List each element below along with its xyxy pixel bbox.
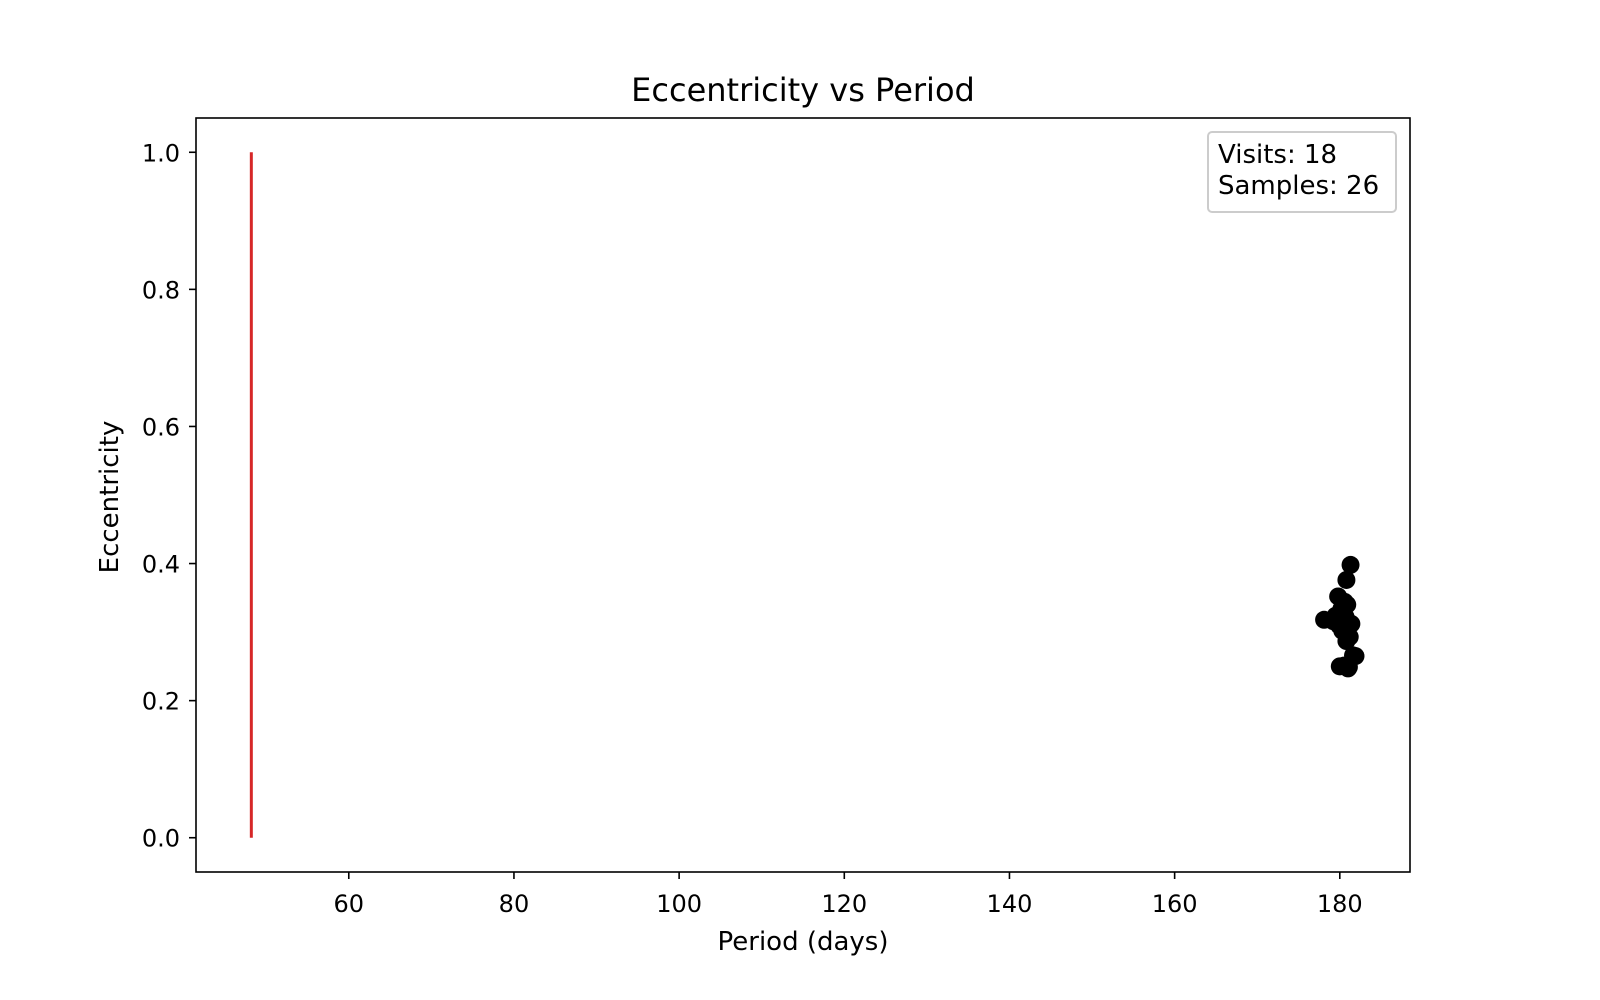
x-tick-label: 160 [1152,890,1198,918]
visits-count-label: Visits: 18 [1218,140,1337,170]
y-tick-label: 0.0 [142,825,180,853]
chart-title: Eccentricity vs Period [631,71,975,109]
y-axis-label: Eccentricity [95,421,125,574]
x-tick-label: 140 [987,890,1033,918]
scatter-point [1337,570,1356,589]
x-axis-label: Period (days) [718,927,889,957]
x-tick-label: 60 [334,890,365,918]
y-axis: 0.0 0.2 0.4 0.6 0.8 1.0 [142,139,196,853]
y-tick-label: 0.6 [142,413,180,441]
plot-frame [195,117,1411,873]
plot-area [249,152,1365,838]
x-axis: 60 80 100 120 140 160 180 [334,872,1363,918]
scatter-point [1337,632,1356,651]
samples-count-label: Samples: 26 [1218,171,1379,201]
scatter-point [1341,555,1360,574]
x-tick-label: 100 [656,890,702,918]
y-tick-label: 0.2 [142,688,180,716]
stats-annotation-box: Visits: 18 Samples: 26 [1207,131,1397,213]
scatter-point [1339,659,1358,678]
annotation-frame [1207,131,1397,213]
y-tick-label: 1.0 [142,139,180,167]
x-tick-label: 180 [1317,890,1363,918]
x-tick-label: 80 [499,890,530,918]
x-tick-label: 120 [821,890,867,918]
y-tick-label: 0.4 [142,551,180,579]
y-tick-label: 0.8 [142,276,180,304]
